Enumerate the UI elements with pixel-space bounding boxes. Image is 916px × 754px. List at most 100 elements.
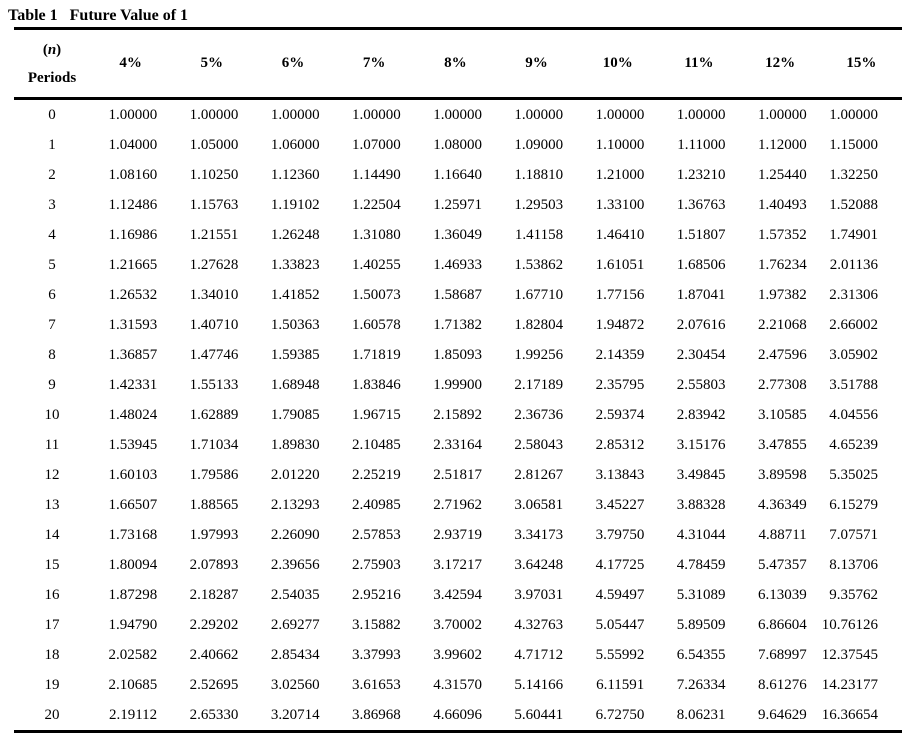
period-cell: 15 — [44, 556, 60, 573]
factor-cell: 1.67710 — [514, 286, 564, 303]
factor-cell: 16.36654 — [821, 706, 878, 723]
factor-cell: 2.10685 — [108, 676, 158, 693]
factor-cell: 1.40710 — [189, 316, 239, 333]
factor-cell: 3.15882 — [352, 616, 401, 633]
factor-cell: 1.31593 — [108, 316, 158, 333]
factor-cell: 2.33164 — [433, 436, 482, 453]
table-row: 9 1.42331 1.55133 1.68948 1.83846 1.99900 2.17… — [14, 370, 902, 400]
period-cell: 9 — [48, 376, 56, 393]
table-row: 6 1.26532 1.34010 1.41852 1.50073 1.58687 1.67… — [14, 280, 902, 310]
rate-column-header: 7% — [362, 55, 386, 71]
factor-cell: 2.36736 — [514, 406, 564, 423]
factor-cell: 2.35795 — [595, 376, 645, 393]
period-cell: 10 — [44, 406, 60, 423]
factor-cell: 4.59497 — [595, 586, 645, 603]
factor-cell: 1.16986 — [108, 226, 158, 243]
factor-cell: 5.60441 — [514, 706, 564, 723]
period-cell: 19 — [44, 676, 60, 693]
factor-cell: 1.68948 — [270, 376, 320, 393]
factor-cell: 8.06231 — [676, 706, 726, 723]
factor-cell: 1.71382 — [433, 316, 482, 333]
factor-cell: 4.88711 — [758, 526, 807, 543]
factor-cell: 1.99256 — [514, 346, 564, 363]
factor-cell: 2.17189 — [514, 376, 564, 393]
factor-cell: 4.71712 — [514, 646, 564, 663]
factor-cell: 1.46933 — [433, 256, 482, 273]
table-row: 0 1.00000 1.00000 1.00000 1.00000 1.00000 1.00… — [14, 99, 902, 131]
factor-cell: 1.11000 — [677, 136, 726, 153]
rate-column-header: 9% — [525, 55, 548, 71]
factor-cell: 1.25440 — [757, 166, 807, 183]
factor-cell: 1.12000 — [757, 136, 807, 153]
factor-cell: 1.00000 — [676, 106, 726, 123]
factor-cell: 1.60103 — [108, 466, 158, 483]
factor-cell: 1.46410 — [595, 226, 645, 243]
period-cell: 2 — [48, 166, 56, 183]
table-row: 8 1.36857 1.47746 1.59385 1.71819 1.85093 1.99… — [14, 340, 902, 370]
table-row: 19 2.10685 2.52695 3.02560 3.61653 4.31570 5.1… — [14, 670, 902, 700]
factor-cell: 3.47855 — [757, 436, 807, 453]
period-cell: 20 — [44, 706, 60, 723]
factor-cell: 4.04556 — [829, 406, 878, 423]
factor-cell: 2.25219 — [352, 466, 401, 483]
factor-cell: 1.52088 — [829, 196, 878, 213]
factor-cell: 2.31306 — [829, 286, 878, 303]
rate-column-header: 10% — [602, 55, 633, 71]
factor-cell: 2.30454 — [676, 346, 726, 363]
factor-cell: 1.94872 — [595, 316, 645, 333]
period-cell: 3 — [48, 196, 56, 213]
factor-cell: 2.07893 — [189, 556, 239, 573]
period-cell: 16 — [44, 586, 60, 603]
factor-cell: 1.40255 — [352, 256, 401, 273]
factor-cell: 2.85312 — [595, 436, 645, 453]
rate-column-header: 12% — [765, 55, 796, 71]
factor-cell: 5.31089 — [676, 586, 726, 603]
rate-column-header: 11% — [684, 55, 714, 71]
factor-cell: 1.08160 — [108, 166, 158, 183]
factor-cell: 1.32250 — [829, 166, 878, 183]
factor-cell: 1.04000 — [108, 136, 158, 153]
period-cell: 5 — [48, 256, 56, 273]
period-cell: 17 — [44, 616, 60, 633]
factor-cell: 2.52695 — [189, 676, 239, 693]
factor-cell: 1.33100 — [595, 196, 645, 213]
factor-cell: 2.59374 — [595, 406, 645, 423]
factor-cell: 2.93719 — [433, 526, 482, 543]
factor-cell: 6.54355 — [676, 646, 726, 663]
factor-cell: 2.26090 — [270, 526, 320, 543]
factor-cell: 1.83846 — [352, 376, 401, 393]
table-row: 3 1.12486 1.15763 1.19102 1.22504 1.25971 1.29… — [14, 190, 902, 220]
factor-cell: 1.55133 — [189, 376, 239, 393]
factor-cell: 1.12360 — [270, 166, 320, 183]
factor-cell: 1.48024 — [108, 406, 158, 423]
factor-cell: 2.55803 — [676, 376, 726, 393]
factor-cell: 1.08000 — [433, 136, 482, 153]
factor-cell: 2.66002 — [829, 316, 878, 333]
factor-cell: 1.97993 — [189, 526, 239, 543]
future-value-table: (n) Periods 4% 5% 6% 7% 8% 9% 10% 11% 12% 15% 0 1.… — [14, 27, 902, 733]
table-title: Table 1 Future Value of 1 — [0, 0, 916, 27]
factor-cell: 1.77156 — [595, 286, 645, 303]
factor-cell: 1.62889 — [189, 406, 239, 423]
factor-cell: 1.96715 — [352, 406, 401, 423]
factor-cell: 7.68997 — [757, 646, 807, 663]
factor-cell: 1.71034 — [189, 436, 239, 453]
factor-cell: 4.66096 — [433, 706, 482, 723]
table-row: 1 1.04000 1.05000 1.06000 1.07000 1.08000 1.09… — [14, 130, 902, 160]
factor-cell: 2.58043 — [514, 436, 564, 453]
factor-cell: 1.00000 — [433, 106, 482, 123]
header-row: (n) Periods 4% 5% 6% 7% 8% 9% 10% 11% 12% 15% — [14, 29, 902, 99]
factor-cell: 3.64248 — [514, 556, 564, 573]
period-cell: 14 — [44, 526, 60, 543]
factor-cell: 3.70002 — [433, 616, 482, 633]
factor-cell: 1.26532 — [108, 286, 158, 303]
factor-cell: 10.76126 — [821, 616, 878, 633]
factor-cell: 1.41158 — [514, 226, 564, 243]
factor-cell: 4.65239 — [829, 436, 878, 453]
factor-cell: 1.00000 — [595, 106, 645, 123]
factor-cell: 2.40985 — [352, 496, 401, 513]
factor-cell: 6.13039 — [757, 586, 807, 603]
factor-cell: 1.19102 — [270, 196, 320, 213]
factor-cell: 1.76234 — [757, 256, 807, 273]
factor-cell: 2.14359 — [595, 346, 645, 363]
